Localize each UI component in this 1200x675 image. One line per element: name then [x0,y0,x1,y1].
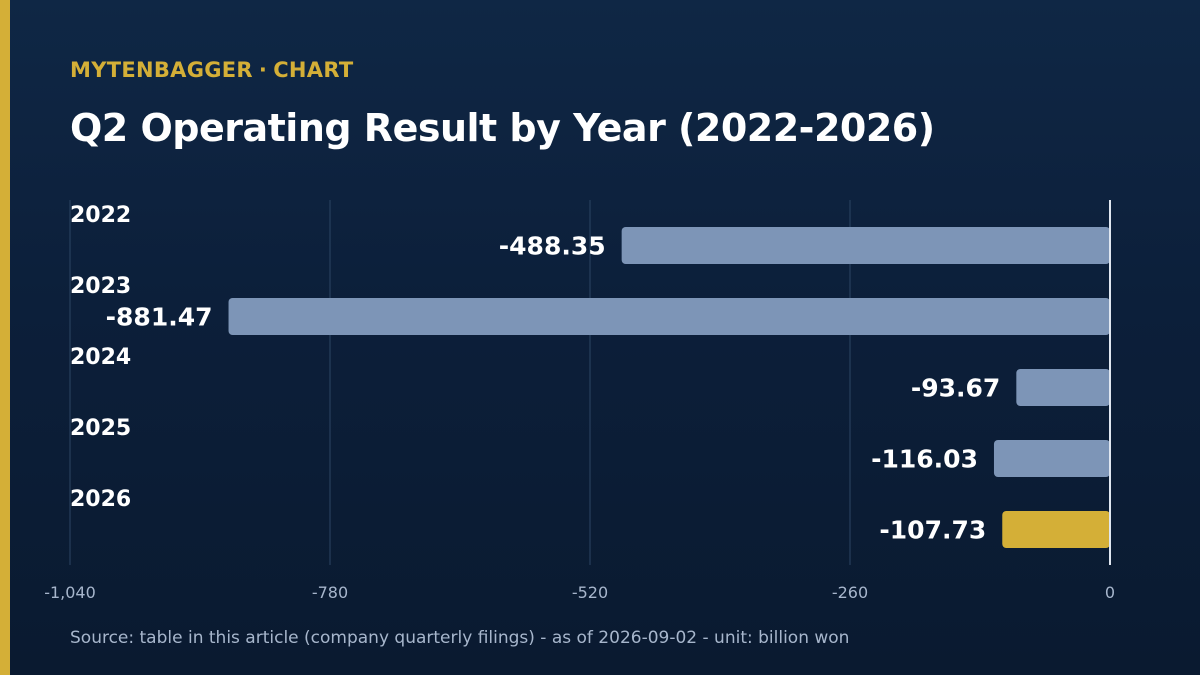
x-tick-label: -780 [312,583,348,602]
x-tick-label: -260 [832,583,868,602]
x-tick-label: 0 [1105,583,1115,602]
accent-bar [0,0,10,675]
chart-title: Q2 Operating Result by Year (2022-2026) [70,106,935,150]
bar [228,298,1110,335]
bar [621,227,1110,264]
bar [1016,369,1110,406]
source-footnote: Source: table in this article (company q… [70,628,850,648]
bar-highlighted [1002,511,1110,548]
category-label: 2026 [70,487,131,512]
category-label: 2022 [70,203,131,228]
brand-eyebrow: MYTENBAGGER · CHART [70,58,353,82]
value-label: -881.47 [106,303,213,332]
value-label: -116.03 [871,445,978,474]
value-label: -488.35 [499,232,606,261]
bar [993,440,1110,477]
brand-kind: CHART [273,58,354,82]
category-label: 2024 [70,345,131,370]
value-label: -93.67 [911,374,1000,403]
category-label: 2025 [70,416,131,441]
x-tick-label: -520 [572,583,608,602]
category-label: 2023 [70,274,131,299]
x-tick-label: -1,040 [44,583,96,602]
brand-name: MYTENBAGGER [70,58,253,82]
brand-separator: · [258,58,268,82]
value-label: -107.73 [879,516,986,545]
